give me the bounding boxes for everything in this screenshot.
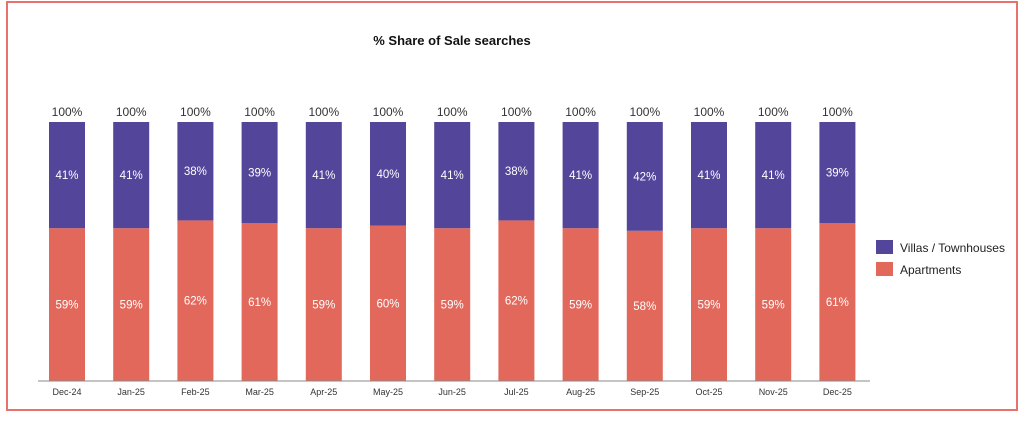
bar-villas bbox=[305, 122, 342, 229]
data-label-apartments: 59% bbox=[762, 300, 785, 312]
x-tick-label: Nov-25 bbox=[759, 387, 788, 397]
bar-apartments bbox=[498, 220, 535, 381]
data-label-apartments: 62% bbox=[184, 296, 207, 308]
bar-villas bbox=[691, 122, 727, 229]
bar-apartments bbox=[626, 230, 663, 381]
data-label-villas: 41% bbox=[697, 170, 720, 182]
bar-villas bbox=[562, 122, 599, 229]
data-label-apartments: 62% bbox=[505, 296, 528, 308]
total-label: 100% bbox=[822, 105, 853, 119]
data-label-villas: 41% bbox=[762, 170, 785, 182]
total-label: 100% bbox=[244, 105, 275, 119]
legend-label-villas: Villas / Townhouses bbox=[900, 241, 1005, 255]
x-tick-label: Mar-25 bbox=[245, 387, 274, 397]
bar-villas bbox=[113, 122, 150, 229]
bar-villas bbox=[498, 122, 535, 221]
data-label-villas: 42% bbox=[633, 171, 656, 183]
bar-apartments bbox=[755, 228, 792, 381]
bar-apartments bbox=[370, 225, 406, 381]
x-tick-label: Feb-25 bbox=[181, 387, 210, 397]
data-label-villas: 41% bbox=[569, 170, 592, 182]
bar-villas bbox=[755, 122, 792, 229]
legend-swatch-apartments bbox=[876, 262, 893, 276]
chart-frame bbox=[6, 1, 1018, 411]
bar-villas bbox=[370, 122, 406, 226]
bar-apartments bbox=[177, 220, 214, 381]
bar-villas bbox=[241, 122, 278, 224]
x-tick-label: May-25 bbox=[373, 387, 403, 397]
bar-apartments bbox=[49, 228, 85, 381]
bar-apartments bbox=[113, 228, 150, 381]
x-tick-label: Jun-25 bbox=[438, 387, 466, 397]
total-label: 100% bbox=[501, 105, 532, 119]
legend-swatch-villas bbox=[876, 240, 893, 254]
bar-apartments bbox=[562, 228, 599, 381]
x-tick-label: Jan-25 bbox=[117, 387, 145, 397]
data-label-apartments: 59% bbox=[312, 300, 335, 312]
bar-apartments bbox=[305, 228, 342, 381]
data-label-apartments: 59% bbox=[569, 300, 592, 312]
x-tick-label: Sep-25 bbox=[630, 387, 659, 397]
legend-label-apartments: Apartments bbox=[900, 263, 961, 277]
x-tick-label: Oct-25 bbox=[695, 387, 722, 397]
data-label-villas: 38% bbox=[184, 166, 207, 178]
bar-villas bbox=[434, 122, 471, 229]
data-label-apartments: 59% bbox=[441, 300, 464, 312]
x-tick-label: Jul-25 bbox=[504, 387, 529, 397]
legend: Villas / Townhouses Apartments bbox=[876, 240, 1005, 277]
total-label: 100% bbox=[694, 105, 725, 119]
data-label-apartments: 61% bbox=[826, 297, 849, 309]
total-label: 100% bbox=[116, 105, 147, 119]
x-tick-label: Dec-25 bbox=[823, 387, 852, 397]
data-label-apartments: 61% bbox=[248, 297, 271, 309]
data-label-villas: 41% bbox=[441, 170, 464, 182]
data-label-apartments: 60% bbox=[376, 298, 399, 310]
bar-villas bbox=[819, 122, 856, 224]
bar-apartments bbox=[241, 223, 278, 381]
data-label-villas: 38% bbox=[505, 166, 528, 178]
data-label-villas: 40% bbox=[376, 169, 399, 181]
bar-villas bbox=[49, 122, 85, 229]
data-label-apartments: 59% bbox=[55, 300, 78, 312]
total-label: 100% bbox=[373, 105, 404, 119]
total-label: 100% bbox=[565, 105, 596, 119]
total-label: 100% bbox=[52, 105, 83, 119]
x-tick-label: Apr-25 bbox=[310, 387, 337, 397]
x-tick-label: Aug-25 bbox=[566, 387, 595, 397]
chart-title: % Share of Sale searches bbox=[373, 33, 531, 48]
x-tick-label: Dec-24 bbox=[52, 387, 81, 397]
total-label: 100% bbox=[180, 105, 211, 119]
data-label-villas: 39% bbox=[826, 168, 849, 180]
data-label-villas: 39% bbox=[248, 168, 271, 180]
bar-apartments bbox=[819, 223, 856, 381]
bar-villas bbox=[177, 122, 214, 221]
bar-villas bbox=[626, 122, 663, 231]
data-label-villas: 41% bbox=[120, 170, 143, 182]
total-label: 100% bbox=[308, 105, 339, 119]
total-label: 100% bbox=[437, 105, 468, 119]
data-label-apartments: 58% bbox=[633, 301, 656, 313]
total-label: 100% bbox=[629, 105, 660, 119]
bar-apartments bbox=[434, 228, 471, 381]
data-label-apartments: 59% bbox=[697, 300, 720, 312]
total-label: 100% bbox=[758, 105, 789, 119]
data-label-villas: 41% bbox=[312, 170, 335, 182]
data-label-villas: 41% bbox=[55, 170, 78, 182]
bar-apartments bbox=[691, 228, 727, 381]
data-label-apartments: 59% bbox=[120, 300, 143, 312]
